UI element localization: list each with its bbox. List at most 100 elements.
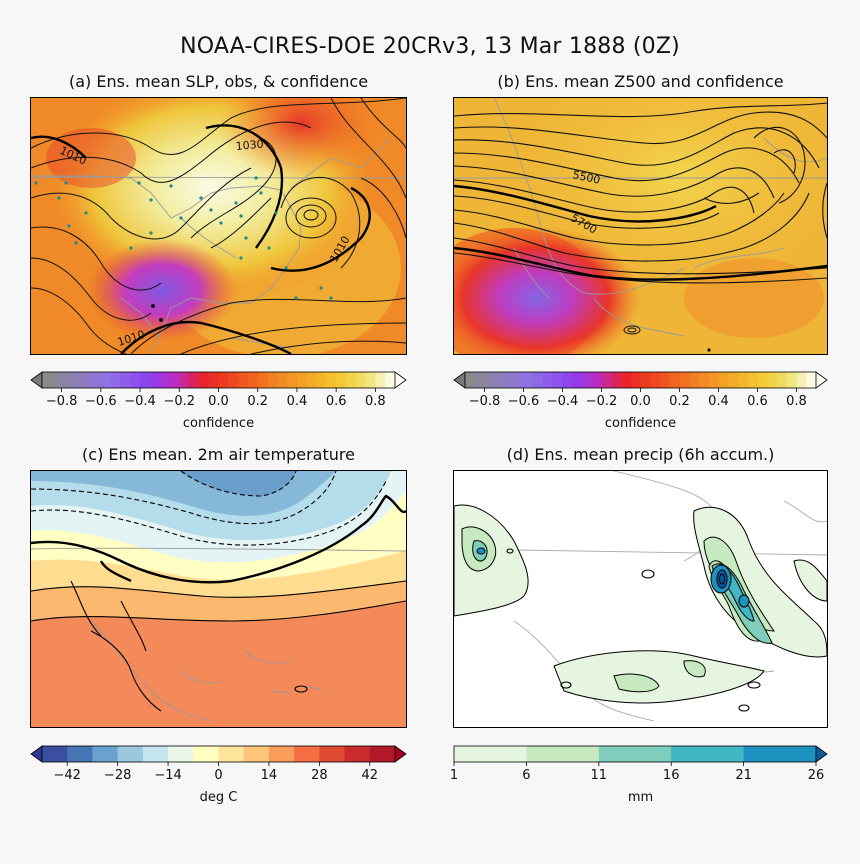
colorbar-segment	[375, 372, 386, 388]
colorbar-segment	[92, 746, 119, 762]
colorbar-segment	[669, 372, 680, 388]
colorbar-tick-label: 0.8	[786, 394, 807, 409]
colorbar-tick-label: 11	[591, 768, 608, 783]
colorbar-segment	[671, 746, 745, 762]
colorbar-segment	[806, 372, 817, 388]
colorbar-segment	[238, 372, 249, 388]
colorbar-segment	[369, 746, 396, 762]
colorbar-segment	[543, 372, 554, 388]
colorbar-tick-label: −0.4	[547, 394, 579, 409]
colorbar-extend-min	[30, 745, 43, 763]
colorbar-segment	[513, 372, 524, 388]
slp-label-1030: 1030	[235, 138, 264, 153]
colorbar-tick-label: 6	[522, 768, 530, 783]
colorbar-segment	[120, 372, 131, 388]
panel-c-title: (c) Ens mean. 2m air temperature	[82, 445, 355, 464]
colorbar-tick-label: −0.8	[469, 394, 501, 409]
colorbar-segment	[562, 372, 573, 388]
colorbar-segment	[257, 372, 269, 388]
colorbar-segment	[484, 372, 495, 388]
colorbar-temperature-label: deg C	[199, 790, 238, 805]
colorbar-tick-label: 16	[663, 768, 680, 783]
colorbar-segment	[591, 372, 602, 388]
colorbar-segment	[267, 372, 278, 388]
colorbar-segment	[454, 746, 527, 762]
colorbar-segment	[708, 372, 719, 388]
colorbar-confidence-a-label: confidence	[182, 416, 255, 431]
precip-map	[454, 471, 827, 727]
panel-a-map: 1010 1030 1010 1010	[30, 97, 407, 355]
colorbar-segment	[100, 372, 112, 388]
colorbar-tick-label: 0.6	[747, 394, 768, 409]
colorbar-tick-label: 0.2	[247, 394, 268, 409]
colorbar-extend-max	[815, 371, 828, 389]
colorbar-precip: 1 6 11 16 21 26	[450, 742, 828, 783]
colorbar-segment	[198, 372, 210, 388]
colorbar-tick-label: −0.6	[85, 394, 117, 409]
colorbar-segment	[61, 372, 72, 388]
colorbar-tick-label: 0	[214, 768, 222, 783]
colorbar-segment	[494, 372, 505, 388]
colorbar-segment	[621, 372, 632, 388]
colorbar-segment	[277, 372, 288, 388]
colorbar-segment	[67, 746, 93, 762]
colorbar-extend-min	[30, 371, 43, 389]
z500-label-5500: 5500	[571, 168, 601, 187]
colorbar-segment	[344, 746, 371, 762]
colorbar-segment	[149, 372, 161, 388]
colorbar-tick-label: 28	[311, 768, 328, 783]
colorbar-tick-label: 0.6	[326, 394, 347, 409]
colorbar-segment	[757, 372, 768, 388]
colorbar-segment	[130, 372, 141, 388]
colorbar-segment	[718, 372, 729, 388]
colorbar-frame	[453, 745, 817, 763]
colorbar-precip-label: mm	[627, 790, 654, 805]
colorbar-segment	[611, 372, 622, 388]
colorbar-segment	[598, 746, 672, 762]
colorbar-tick-label: −0.2	[163, 394, 195, 409]
colorbar-segment	[796, 372, 807, 388]
colorbar-segment	[552, 372, 563, 388]
colorbar-segment	[268, 746, 295, 762]
colorbar-tick-label: 0.0	[630, 394, 651, 409]
colorbar-segment	[179, 372, 190, 388]
colorbar-confidence-a: −0.8 −0.6 −0.4 −0.2 0.0 0.2 0.4 0.6 0.8	[30, 368, 407, 409]
colorbar-segment	[326, 372, 337, 388]
colorbar-segment	[42, 372, 53, 388]
colorbar-segment	[660, 372, 671, 388]
colorbar-tick-label: −0.2	[586, 394, 618, 409]
colorbar-segment	[110, 372, 121, 388]
colorbar-segment	[208, 372, 219, 388]
colorbar-segment	[523, 372, 534, 388]
colorbar-segment	[743, 746, 817, 762]
colorbar-segment	[142, 746, 169, 762]
colorbar-segment	[630, 372, 641, 388]
colorbar-segment	[306, 372, 318, 388]
colorbar-segment	[504, 372, 515, 388]
colorbar-tick-label: 1	[450, 768, 458, 783]
colorbar-tick-label: 0.4	[708, 394, 729, 409]
colorbar-segment	[786, 372, 797, 388]
colorbar-segment	[699, 372, 710, 388]
colorbar-segment	[601, 372, 612, 388]
colorbar-segment	[385, 372, 396, 388]
colorbar-segment	[316, 372, 327, 388]
colorbar-segment	[51, 372, 63, 388]
colorbar-extend-max	[394, 745, 407, 763]
colorbar-segment	[474, 372, 485, 388]
figure-title: NOAA-CIRES-DOE 20CRv3, 13 Mar 1888 (0Z)	[180, 34, 680, 59]
colorbar-tick-label: −0.6	[508, 394, 540, 409]
colorbar-tick-label: −42	[53, 768, 80, 783]
colorbar-segment	[42, 746, 68, 762]
colorbar-segment	[319, 746, 346, 762]
colorbar-segment	[218, 372, 229, 388]
colorbar-tick-label: −0.4	[124, 394, 156, 409]
colorbar-segment	[81, 372, 92, 388]
colorbar-segment	[296, 372, 308, 388]
colorbar-segment	[159, 372, 170, 388]
z500-map: 5500 5700	[454, 98, 827, 354]
colorbar-confidence-b-label: confidence	[604, 416, 677, 431]
colorbar-segment	[193, 746, 219, 762]
colorbar-tick-label: 0.8	[365, 394, 386, 409]
